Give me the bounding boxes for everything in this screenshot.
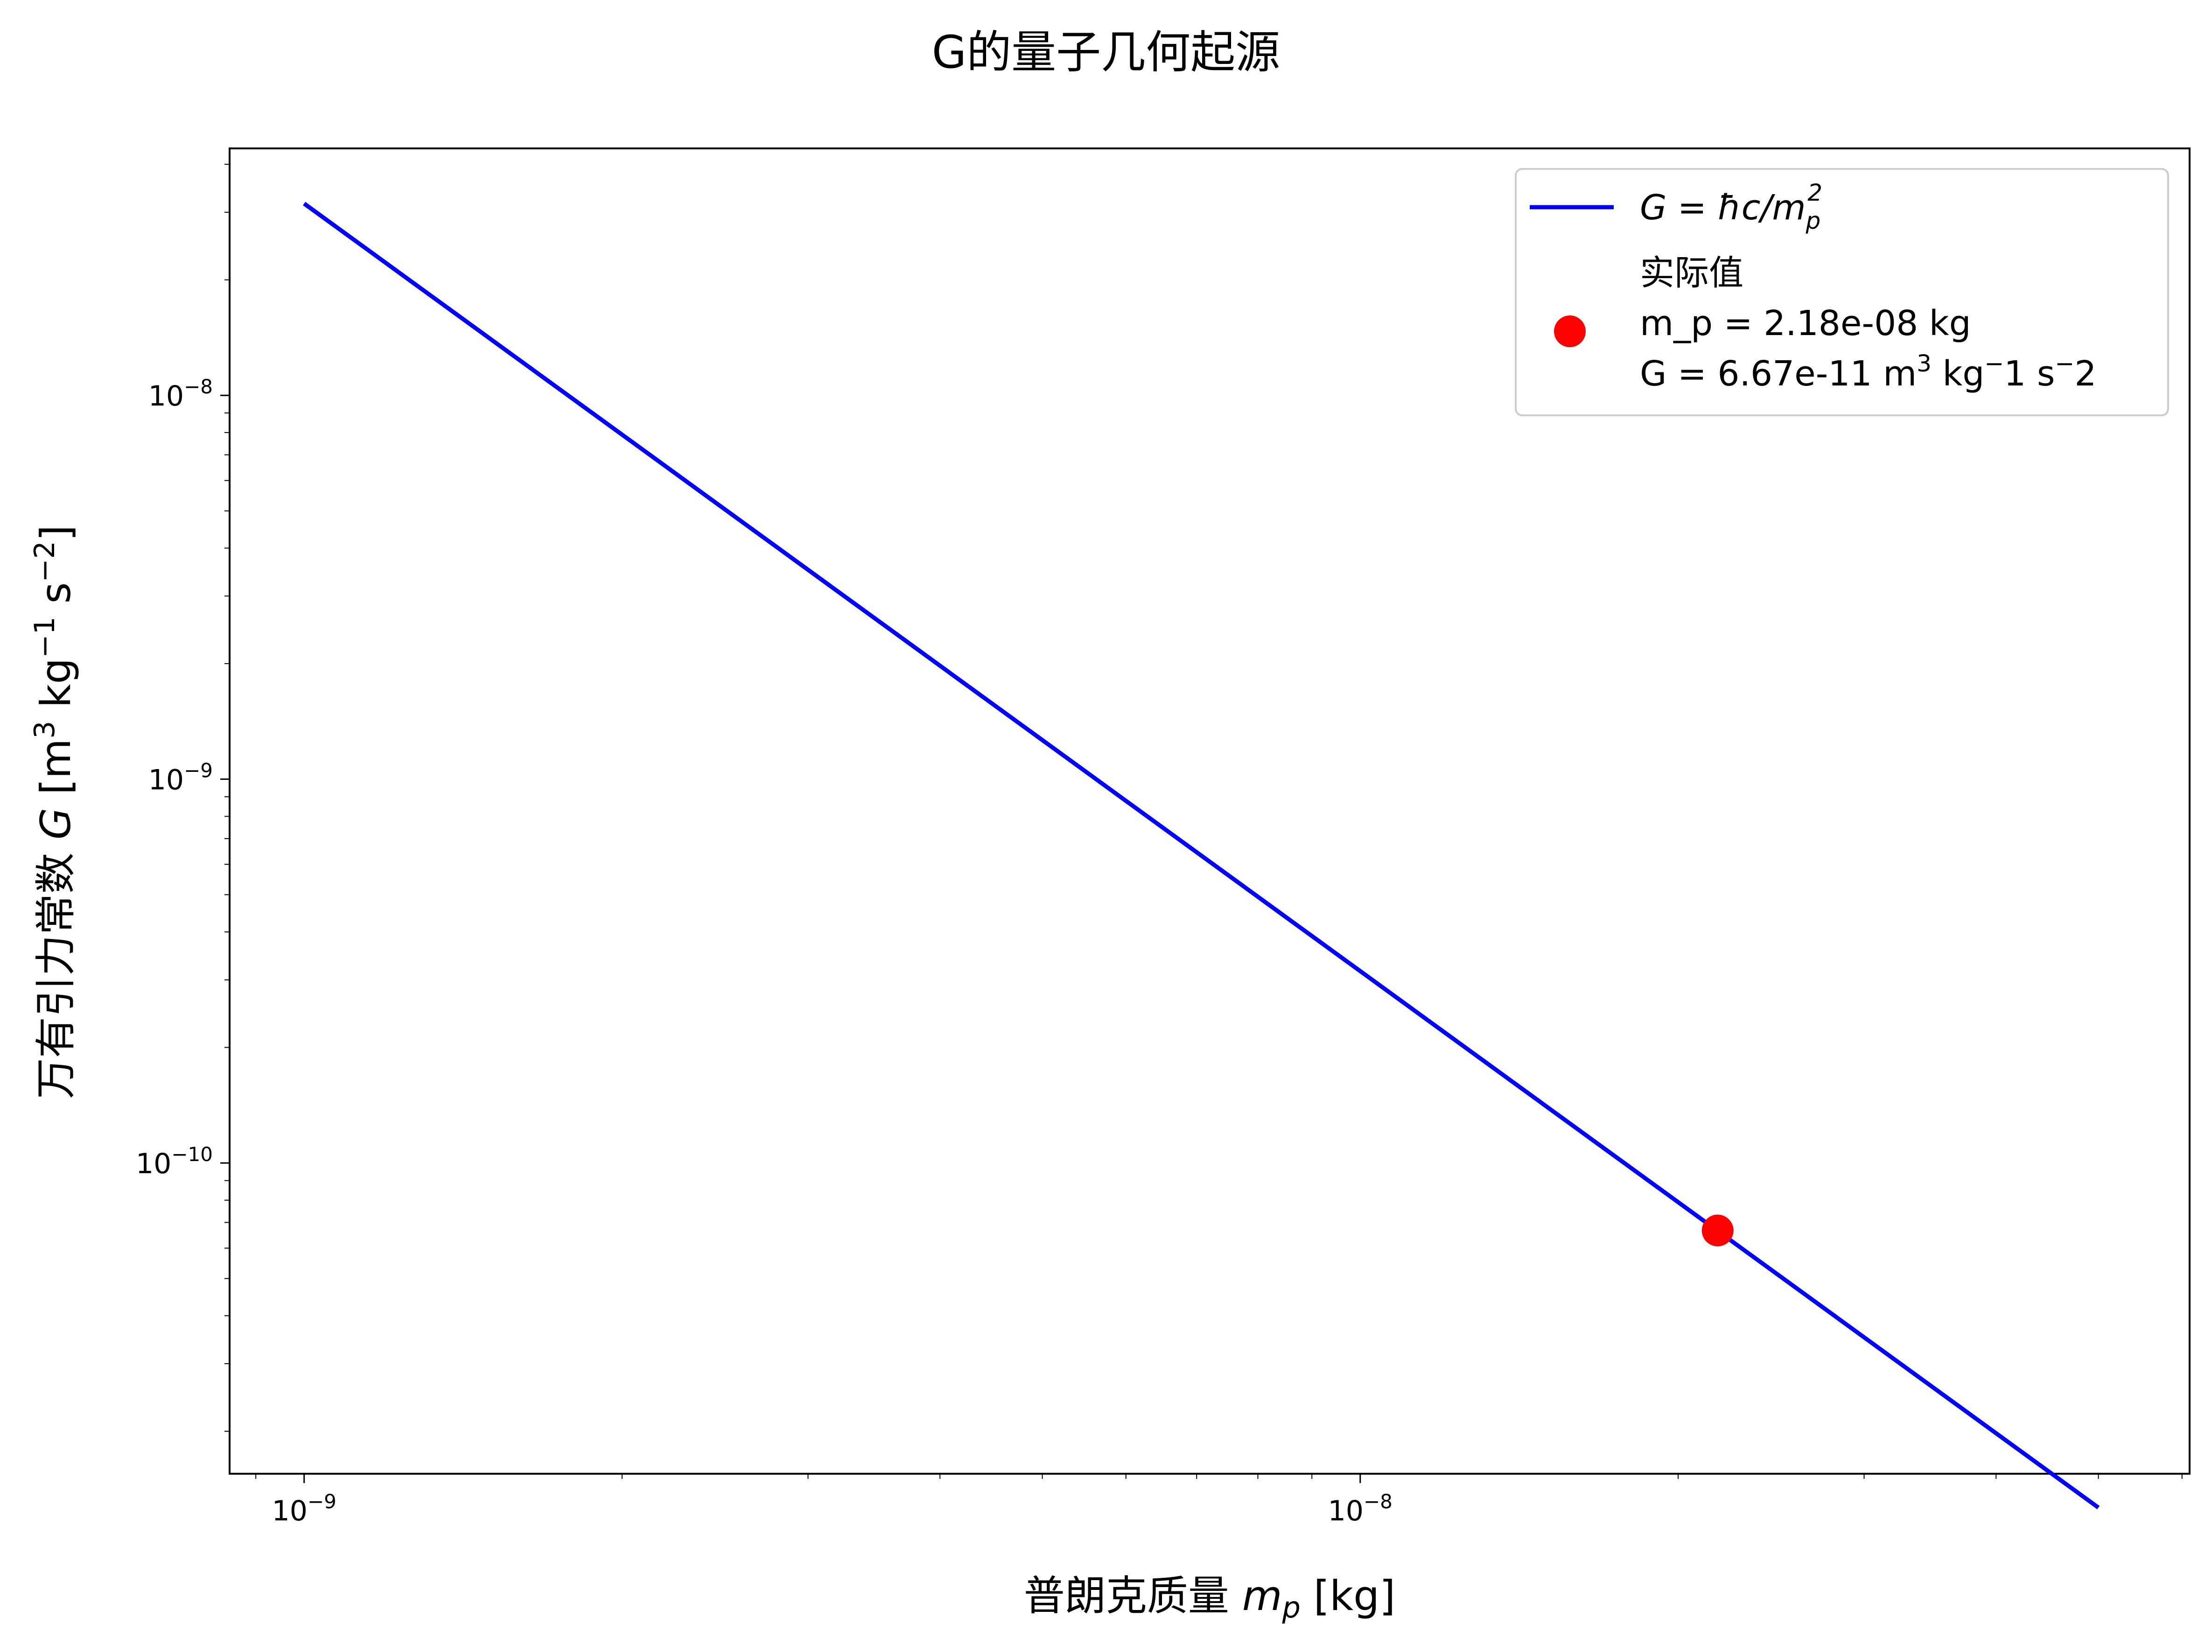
- legend-line-label-sup: 2: [1807, 179, 1822, 206]
- y-axis-label-text: 万有引力常数: [32, 840, 80, 1099]
- x-tick-label-exp: −9: [308, 1490, 336, 1513]
- plot-area: [229, 147, 2191, 1475]
- y-axis-label-unit-4: ]: [32, 525, 80, 541]
- legend-point-label-3-sup2: −: [1984, 350, 2004, 377]
- y-axis-label-unit-1: [m: [32, 739, 80, 808]
- legend-line-label-formula: = ħc/m: [1666, 188, 1806, 228]
- legend-point-label-1: 实际值: [1640, 253, 1743, 293]
- legend-point-label-3-sup3: −: [2055, 350, 2074, 377]
- y-axis-label: 万有引力常数 G [m3 kg−1 s−2]: [28, 525, 80, 1099]
- x-tick-label-base: 10: [272, 1495, 308, 1527]
- legend: G = ħc/mp2 实际值 m_p = 2.18e-08 kg G = 6.6…: [1515, 168, 2169, 416]
- legend-box: [1515, 168, 2169, 416]
- legend-line-label-g: G: [1640, 188, 1666, 228]
- y-tick-label: 10−9: [148, 759, 213, 797]
- y-axis-label-sup-1: 3: [28, 721, 61, 739]
- y-axis-label-unit-2: kg: [32, 658, 80, 721]
- data-point: [1701, 1214, 1734, 1246]
- legend-point-label-3a: G = 6.67e-11 m: [1640, 354, 1917, 394]
- x-tick-label: 10−8: [1328, 1490, 1393, 1527]
- y-tick-label: 10−8: [148, 375, 213, 413]
- y-axis-label-unit-3: s: [32, 582, 80, 617]
- y-tick-label-exp: −8: [184, 375, 213, 398]
- y-axis-label-math: G: [32, 808, 80, 840]
- x-axis-label-sub: p: [1281, 1590, 1300, 1624]
- y-tick-label-exp: −10: [171, 1143, 213, 1166]
- x-tick-label: 10−9: [272, 1490, 336, 1527]
- series-line: [303, 202, 2100, 1510]
- y-tick-label-base: 10: [148, 380, 184, 413]
- legend-point-label-2: m_p = 2.18e-08 kg: [1640, 303, 1971, 343]
- legend-point-label-3: G = 6.67e-11 m3 kg−1 s−2: [1640, 350, 2096, 394]
- y-axis-label-sup-3: −2: [28, 541, 61, 582]
- legend-line-label-sub: p: [1806, 207, 1821, 234]
- y-axis-label-sup-2: −1: [28, 616, 61, 658]
- y-tick-label: 10−10: [136, 1143, 213, 1180]
- x-axis-label-unit: [kg]: [1301, 1572, 1395, 1620]
- legend-point-swatch: [1554, 315, 1586, 347]
- chart-title: G的量子几何起源: [932, 26, 1280, 78]
- x-axis-label: 普朗克质量 mp [kg]: [1024, 1572, 1396, 1624]
- x-axis-label-text: 普朗克质量: [1024, 1572, 1242, 1620]
- y-tick-label-base: 10: [148, 764, 184, 797]
- series-layer: [303, 202, 2100, 1510]
- legend-line-label: G = ħc/mp2: [1640, 179, 1822, 234]
- legend-point-label-3c: 1 s: [2004, 354, 2055, 394]
- y-tick-label-exp: −9: [184, 759, 213, 782]
- x-tick-label-exp: −8: [1364, 1490, 1393, 1513]
- x-tick-label-base: 10: [1328, 1495, 1364, 1527]
- y-tick-label-base: 10: [136, 1148, 171, 1180]
- legend-point-label-3-sup: 3: [1917, 350, 1932, 377]
- legend-point-label-3b: kg: [1932, 354, 1984, 394]
- x-axis-label-math: m: [1242, 1572, 1282, 1620]
- legend-point-label-3d: 2: [2074, 354, 2096, 394]
